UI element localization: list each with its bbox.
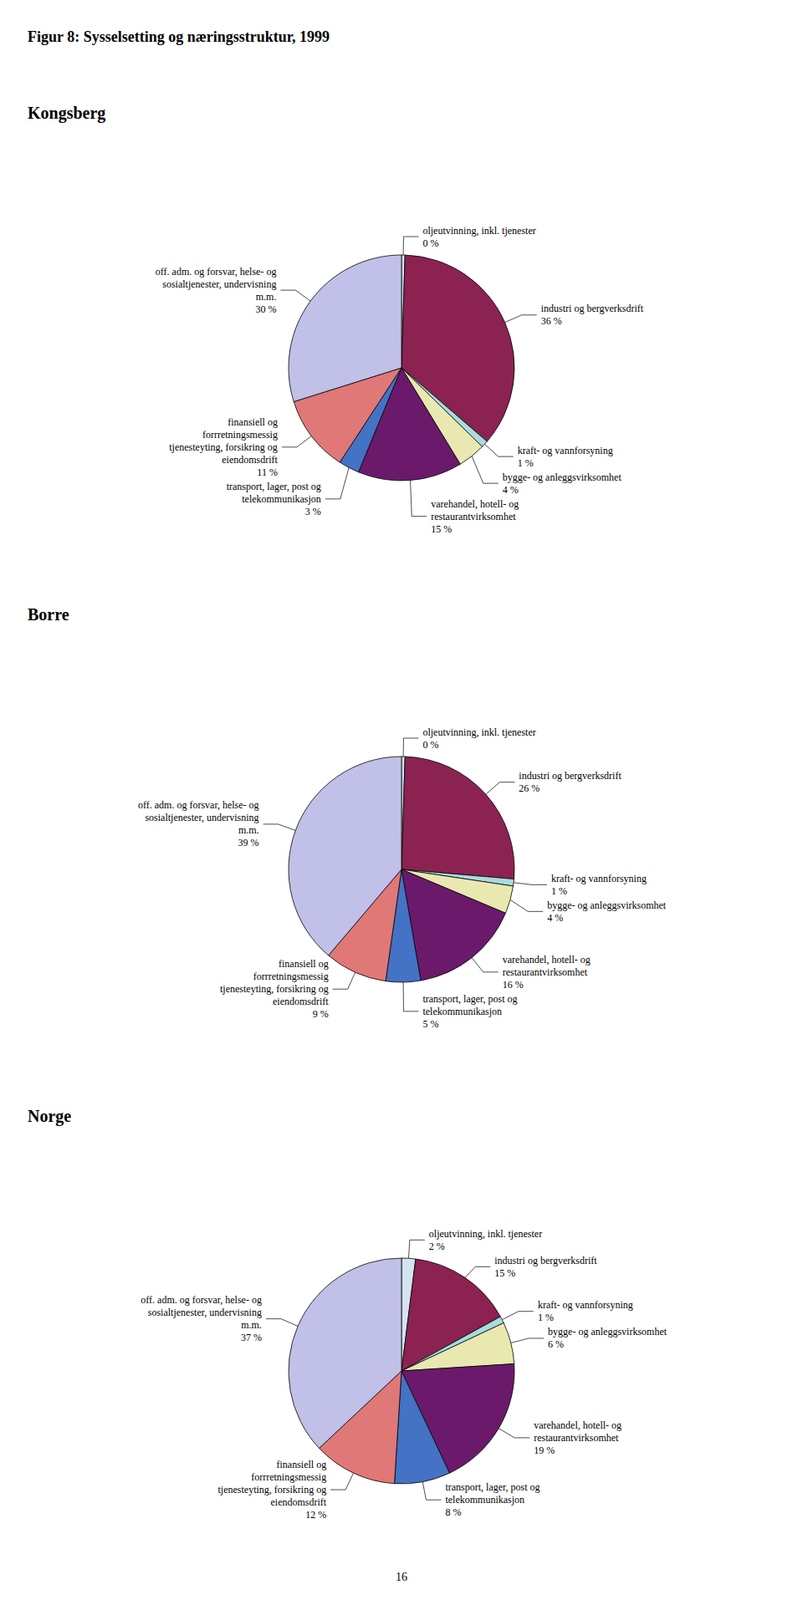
svg-text:industri og bergverksdrift: industri og bergverksdrift [494,1255,598,1268]
svg-text:oljeutvinning, inkl. tjenester: oljeutvinning, inkl. tjenester [422,726,536,739]
svg-text:forrretningsmessig: forrretningsmessig [202,429,278,441]
svg-text:Figur 8: Sysselsetting og næri: Figur 8: Sysselsetting og næringsstruktu… [27,28,330,46]
svg-text:off. adm. og forsvar, helse- o: off. adm. og forsvar, helse- og [138,799,260,812]
svg-text:finansiell og: finansiell og [276,1459,327,1472]
svg-text:finansiell og: finansiell og [278,958,329,971]
svg-text:transport, lager, post og: transport, lager, post og [226,480,322,493]
svg-text:finansiell og: finansiell og [227,416,278,429]
svg-text:26 %: 26 % [518,782,540,795]
svg-text:15 %: 15 % [494,1268,516,1280]
svg-text:varehandel, hotell- og: varehandel, hotell- og [502,954,591,967]
svg-text:varehandel, hotell- og: varehandel, hotell- og [430,498,519,511]
svg-text:1 %: 1 % [537,1312,554,1325]
svg-text:Norge: Norge [27,1107,72,1127]
svg-text:2 %: 2 % [429,1241,445,1254]
svg-text:Borre: Borre [27,605,70,624]
svg-text:tjenesteyting, forsikring og: tjenesteyting, forsikring og [217,1484,327,1497]
svg-text:eiendomsdrift: eiendomsdrift [270,1497,327,1509]
svg-text:eiendomsdrift: eiendomsdrift [272,996,329,1008]
svg-text:transport, lager, post og: transport, lager, post og [422,993,517,1006]
svg-text:kraft- og vannforsyning: kraft- og vannforsyning [551,873,647,885]
svg-text:off. adm. og forsvar, helse- o: off. adm. og forsvar, helse- og [155,265,277,278]
svg-text:restaurantvirksomhet: restaurantvirksomhet [502,966,589,979]
svg-text:11 %: 11 % [256,466,278,479]
svg-text:1 %: 1 % [517,457,534,470]
svg-text:4 %: 4 % [502,484,519,497]
svg-text:kraft- og vannforsyning: kraft- og vannforsyning [537,1299,634,1312]
svg-text:bygge- og anleggsvirksomhet: bygge- og anleggsvirksomhet [547,1326,668,1339]
svg-text:0 %: 0 % [422,237,439,250]
svg-text:industri og bergverksdrift: industri og bergverksdrift [541,302,645,315]
svg-text:varehandel, hotell- og: varehandel, hotell- og [533,1420,622,1433]
svg-text:15 %: 15 % [430,523,452,536]
svg-text:m.m.: m.m. [255,291,277,303]
svg-text:4 %: 4 % [547,912,563,925]
svg-text:oljeutvinning, inkl. tjenester: oljeutvinning, inkl. tjenester [429,1228,543,1241]
svg-text:36 %: 36 % [541,315,563,328]
svg-text:m.m.: m.m. [238,824,260,837]
svg-text:restaurantvirksomhet: restaurantvirksomhet [533,1432,619,1445]
svg-text:forrretningsmessig: forrretningsmessig [250,1472,327,1484]
svg-text:bygge- og anleggsvirksomhet: bygge- og anleggsvirksomhet [502,471,623,484]
svg-text:oljeutvinning, inkl. tjenester: oljeutvinning, inkl. tjenester [422,225,536,237]
svg-text:bygge- og anleggsvirksomhet: bygge- og anleggsvirksomhet [547,900,667,912]
svg-text:telekommunikasjon: telekommunikasjon [422,1006,502,1018]
svg-text:5 %: 5 % [422,1018,439,1031]
svg-text:3 %: 3 % [305,506,322,518]
svg-text:off. adm. og forsvar, helse- o: off. adm. og forsvar, helse- og [140,1294,262,1307]
svg-text:30 %: 30 % [255,303,277,316]
svg-text:39 %: 39 % [238,837,260,850]
svg-text:restaurantvirksomhet: restaurantvirksomhet [430,511,517,523]
svg-text:0 %: 0 % [422,739,439,752]
svg-text:1 %: 1 % [551,885,568,898]
svg-text:12 %: 12 % [305,1509,327,1522]
svg-text:m.m.: m.m. [240,1319,262,1332]
svg-text:37 %: 37 % [240,1332,262,1345]
svg-text:sosialtjenester, undervisning: sosialtjenester, undervisning [162,278,277,291]
svg-text:16: 16 [395,1571,408,1585]
svg-text:Kongsberg: Kongsberg [27,103,106,123]
svg-text:16 %: 16 % [502,979,524,992]
svg-text:9 %: 9 % [312,1008,329,1021]
svg-text:industri og bergverksdrift: industri og bergverksdrift [518,770,622,783]
svg-text:tjenesteyting, forsikring og: tjenesteyting, forsikring og [168,441,278,454]
svg-text:8 %: 8 % [444,1507,461,1520]
svg-text:19 %: 19 % [533,1445,555,1458]
svg-text:telekommunikasjon: telekommunikasjon [444,1494,525,1507]
svg-text:kraft- og vannforsyning: kraft- og vannforsyning [517,444,614,457]
svg-text:telekommunikasjon: telekommunikasjon [241,493,322,506]
svg-text:6 %: 6 % [547,1339,564,1351]
svg-text:eiendomsdrift: eiendomsdrift [221,454,278,466]
svg-text:transport, lager, post og: transport, lager, post og [444,1482,540,1494]
svg-text:sosialtjenester, undervisning: sosialtjenester, undervisning [148,1307,262,1320]
svg-text:sosialtjenester, undervisning: sosialtjenester, undervisning [144,812,259,824]
svg-text:forrretningsmessig: forrretningsmessig [253,971,329,983]
svg-text:tjenesteyting, forsikring og: tjenesteyting, forsikring og [219,983,329,996]
